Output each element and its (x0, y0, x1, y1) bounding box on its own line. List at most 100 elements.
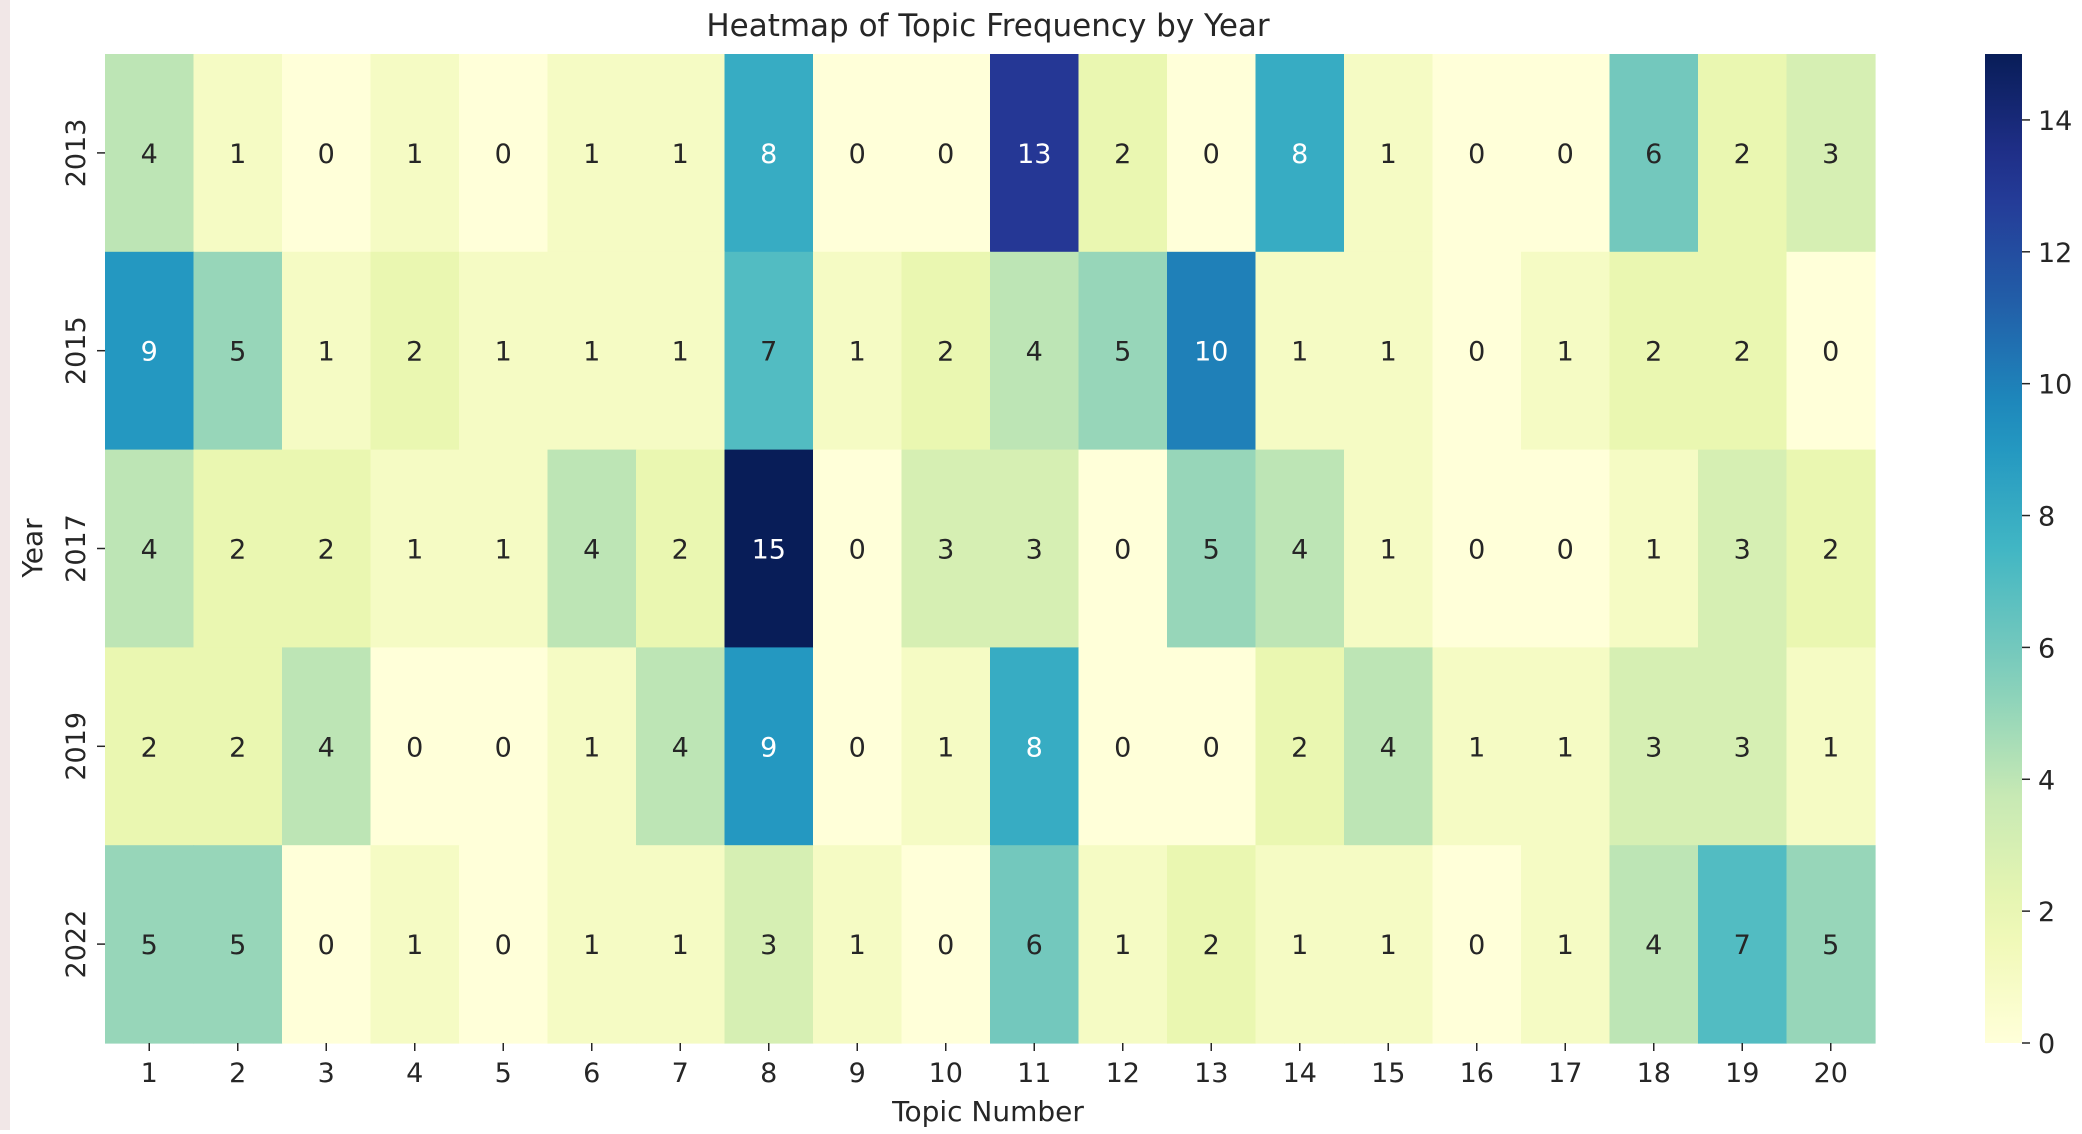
heatmap-cell (547, 449, 637, 648)
cell-value-label: 8 (760, 139, 777, 170)
heatmap-cell (370, 845, 460, 1044)
cell-value-label: 6 (1026, 930, 1043, 961)
x-tick-label: 9 (849, 1058, 866, 1089)
heatmap-cell (901, 54, 991, 253)
colorbar-tick-label: 10 (2038, 370, 2072, 401)
heatmap-cell (1698, 54, 1788, 253)
heatmap-cell (1432, 251, 1522, 451)
heatmap-cell (105, 54, 195, 253)
heatmap-cell (990, 845, 1080, 1044)
x-tick-label: 2 (229, 1058, 246, 1089)
cell-value-label: 4 (1645, 930, 1662, 961)
heatmap-cell (636, 449, 726, 648)
heatmap-cell (1521, 449, 1611, 648)
heatmap-cell (1344, 251, 1434, 451)
cell-value-label: 2 (937, 337, 954, 368)
x-axis-label: Topic Number (891, 1095, 1084, 1128)
cell-value-label: 1 (672, 337, 689, 368)
cell-value-label: 1 (406, 930, 423, 961)
heatmap-cell (1344, 647, 1434, 846)
x-tick-label: 11 (1017, 1058, 1051, 1089)
heatmap-cell (1078, 251, 1168, 451)
y-tick-label: 2022 (61, 910, 92, 979)
heatmap-cell (282, 251, 372, 451)
x-tick-label: 20 (1814, 1058, 1848, 1089)
cell-value-label: 2 (672, 535, 689, 566)
left-edge-strip (0, 0, 10, 1130)
heatmap-cell (459, 449, 549, 648)
x-tick-label: 3 (318, 1058, 335, 1089)
cell-value-label: 1 (495, 337, 512, 368)
cell-value-label: 2 (1114, 139, 1131, 170)
cell-value-label: 0 (1203, 732, 1220, 763)
cell-value-label: 4 (1291, 535, 1308, 566)
cell-value-label: 9 (760, 732, 777, 763)
cell-value-label: 4 (141, 139, 158, 170)
heatmap-cell (1786, 449, 1876, 648)
heatmap-cell (1698, 845, 1788, 1044)
heatmap-cell (1167, 845, 1257, 1044)
cell-value-label: 0 (849, 139, 866, 170)
cell-value-label: 4 (1026, 337, 1043, 368)
heatmap-cell (282, 845, 372, 1044)
heatmap-cell (1078, 54, 1168, 253)
heatmap-cell (193, 845, 283, 1044)
heatmap-cell (459, 54, 549, 253)
heatmap-cell (105, 251, 195, 451)
heatmap-cell (1078, 647, 1168, 846)
cell-value-label: 2 (141, 732, 158, 763)
x-tick-label: 14 (1283, 1058, 1317, 1089)
heatmap-cell (370, 54, 460, 253)
heatmap-cell (547, 845, 637, 1044)
heatmap-cell (990, 647, 1080, 846)
heatmap-cell (1167, 251, 1257, 451)
cell-value-label: 1 (583, 930, 600, 961)
cell-value-label: 2 (406, 337, 423, 368)
x-tick-label: 13 (1194, 1058, 1228, 1089)
heatmap-cell (724, 251, 814, 451)
cell-value-label: 1 (1380, 535, 1397, 566)
heatmap-cell (901, 449, 991, 648)
x-tick-label: 16 (1460, 1058, 1494, 1089)
cell-value-label: 0 (1114, 732, 1131, 763)
y-tick-label: 2017 (61, 514, 92, 583)
heatmap-cell (1698, 647, 1788, 846)
cell-value-label: 0 (495, 139, 512, 170)
heatmap-cell (990, 449, 1080, 648)
cell-value-label: 7 (1734, 930, 1751, 961)
heatmap-cell (459, 647, 549, 846)
heatmap-cell (282, 449, 372, 648)
cell-value-label: 4 (141, 535, 158, 566)
cell-value-label: 1 (1645, 535, 1662, 566)
heatmap-cell (1344, 449, 1434, 648)
cell-value-label: 8 (1026, 732, 1043, 763)
cell-value-label: 1 (1380, 139, 1397, 170)
cell-value-label: 0 (406, 732, 423, 763)
heatmap-cell (813, 449, 903, 648)
cell-value-label: 0 (495, 930, 512, 961)
cell-value-label: 6 (1645, 139, 1662, 170)
x-tick-label: 6 (583, 1058, 600, 1089)
heatmap-cell (1521, 845, 1611, 1044)
heatmap-cell (1078, 449, 1168, 648)
heatmap-cell (813, 845, 903, 1044)
heatmap-cell (1786, 845, 1876, 1044)
heatmap-cell (1786, 251, 1876, 451)
heatmap-cell (370, 449, 460, 648)
cell-value-label: 1 (1291, 930, 1308, 961)
heatmap-cell (193, 449, 283, 648)
cell-value-label: 0 (937, 139, 954, 170)
heatmap-cell (547, 251, 637, 451)
x-tick-label: 4 (406, 1058, 423, 1089)
heatmap-cell (105, 845, 195, 1044)
cell-value-label: 1 (1822, 732, 1839, 763)
heatmap-cell (1167, 449, 1257, 648)
heatmap-cell (282, 647, 372, 846)
heatmap-cell (724, 449, 814, 648)
cell-value-label: 1 (583, 732, 600, 763)
heatmap-cell (547, 647, 637, 846)
cell-value-label: 2 (229, 732, 246, 763)
heatmap-cell (1255, 449, 1345, 648)
cell-value-label: 0 (1468, 139, 1485, 170)
y-axis-ticks: 2013 2015 2017 2019 2022 (61, 119, 105, 979)
